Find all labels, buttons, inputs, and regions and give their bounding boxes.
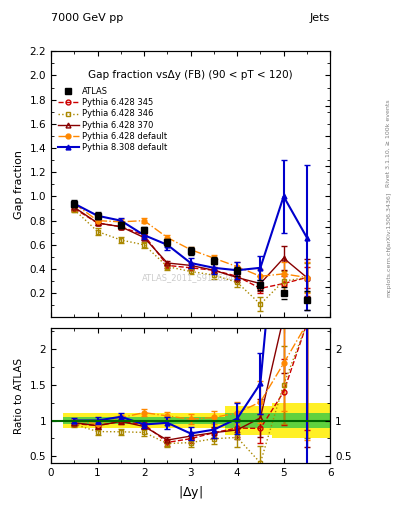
Y-axis label: Ratio to ATLAS: Ratio to ATLAS xyxy=(14,357,24,434)
Text: mcplots.cern.ch: mcplots.cern.ch xyxy=(386,246,391,296)
Text: ATLAS_2011_S9126244: ATLAS_2011_S9126244 xyxy=(142,273,239,282)
Text: Rivet 3.1.10, ≥ 100k events: Rivet 3.1.10, ≥ 100k events xyxy=(386,99,391,187)
Text: Jets: Jets xyxy=(310,13,330,23)
X-axis label: |$\Delta$y|: |$\Delta$y| xyxy=(178,484,203,501)
Text: Gap fraction vsΔy (FB) (90 < pT < 120): Gap fraction vsΔy (FB) (90 < pT < 120) xyxy=(88,70,293,80)
Text: [arXiv:1306.3436]: [arXiv:1306.3436] xyxy=(386,192,391,248)
Text: 7000 GeV pp: 7000 GeV pp xyxy=(51,13,123,23)
Legend: ATLAS, Pythia 6.428 345, Pythia 6.428 346, Pythia 6.428 370, Pythia 6.428 defaul: ATLAS, Pythia 6.428 345, Pythia 6.428 34… xyxy=(58,88,167,152)
Y-axis label: Gap fraction: Gap fraction xyxy=(14,150,24,219)
